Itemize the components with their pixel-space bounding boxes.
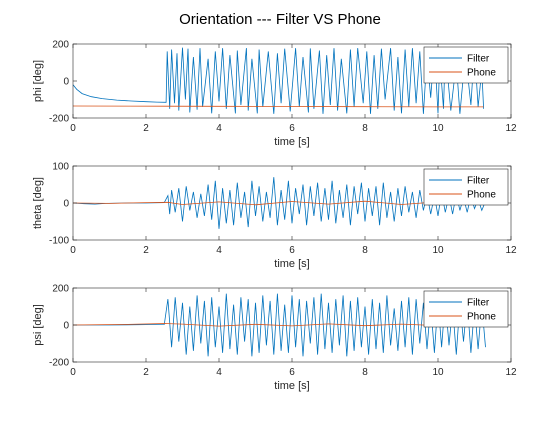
- phi-xlabel: time [s]: [274, 136, 309, 148]
- psi-xtick-label: 6: [289, 367, 295, 378]
- theta-xlabel: time [s]: [274, 258, 309, 270]
- psi-xtick-label: 4: [216, 367, 222, 378]
- psi-xtick-label: 8: [362, 367, 368, 378]
- phi-legend-box: [423, 46, 509, 84]
- phi-series-phone-line: [73, 105, 484, 108]
- psi-xtick-label: 2: [143, 367, 149, 378]
- theta-ylabel: theta [deg]: [32, 177, 44, 229]
- psi-ylabel: psi [deg]: [32, 304, 44, 346]
- theta-series-phone-line: [73, 200, 486, 206]
- phi-legend: Filter Phone: [423, 46, 509, 84]
- psi-ytick-label: 200: [52, 284, 69, 295]
- phi-xtick-label: 10: [432, 123, 444, 134]
- theta-ytick-label: 0: [63, 199, 69, 210]
- theta-legend-label-phone: Phone: [467, 190, 496, 201]
- psi-xlabel: time [s]: [274, 380, 309, 392]
- phi-xtick-label: 6: [289, 123, 295, 134]
- theta-xtick-label: 8: [362, 245, 368, 256]
- theta-xtick-label: 10: [432, 245, 444, 256]
- theta-xtick-label: 2: [143, 245, 149, 256]
- theta-legend-box: [423, 168, 509, 206]
- phi-ytick-label: 200: [52, 40, 69, 51]
- theta-legend-label-filter: Filter: [467, 176, 490, 187]
- theta-xtick-label: 0: [70, 245, 76, 256]
- phi-legend-label-filter: Filter: [467, 54, 490, 65]
- theta-xtick-label: 4: [216, 245, 222, 256]
- phi-xtick-label: 2: [143, 123, 149, 134]
- phi-series-filter-line: [73, 47, 484, 114]
- psi-xtick-label: 10: [432, 367, 444, 378]
- theta-ytick-label: -100: [49, 236, 69, 247]
- phi-ytick-label: 0: [63, 77, 69, 88]
- psi-ytick-label: 0: [63, 321, 69, 332]
- theta-ytick-label: 100: [52, 162, 69, 173]
- phi-ylabel: phi [deg]: [32, 60, 44, 102]
- phi-xtick-label: 4: [216, 123, 222, 134]
- psi-legend-label-filter: Filter: [467, 298, 490, 309]
- figure-title: Orientation --- Filter VS Phone: [179, 11, 381, 28]
- psi-ytick-label: -200: [49, 358, 69, 369]
- psi-xtick-label: 12: [505, 367, 517, 378]
- phi-xtick-label: 0: [70, 123, 76, 134]
- phi-legend-label-phone: Phone: [467, 68, 496, 79]
- theta-xtick-label: 12: [505, 245, 517, 256]
- phi-ytick-label: -200: [49, 114, 69, 125]
- psi-legend: Filter Phone: [423, 290, 509, 328]
- theta-legend: Filter Phone: [423, 168, 509, 206]
- phi-series-group: [73, 47, 484, 114]
- psi-legend-label-phone: Phone: [467, 312, 496, 323]
- psi-xtick-label: 0: [70, 367, 76, 378]
- theta-xtick-label: 6: [289, 245, 295, 256]
- phi-xtick-label: 8: [362, 123, 368, 134]
- psi-series-phone-line: [73, 323, 486, 327]
- phi-xtick-label: 12: [505, 123, 517, 134]
- psi-legend-box: [423, 290, 509, 328]
